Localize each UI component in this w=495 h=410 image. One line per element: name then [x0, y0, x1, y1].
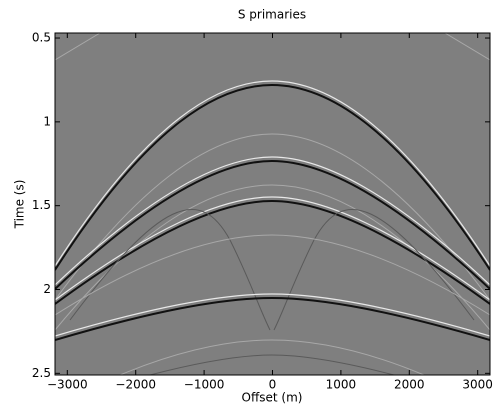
x-tick-label: 0 [269, 378, 277, 392]
y-tick-label: 1 [43, 114, 51, 128]
x-tick-label: −2000 [115, 378, 156, 392]
x-tick-label: 1000 [326, 378, 357, 392]
y-tick-label: 1.5 [32, 198, 51, 212]
seismic-events [55, 33, 490, 375]
plot-area [55, 33, 490, 375]
x-tick-label: 2000 [394, 378, 425, 392]
y-axis-label: Time (s) [13, 180, 27, 230]
x-tick-label: −1000 [184, 378, 225, 392]
y-tick-label: 0.5 [32, 31, 51, 45]
x-tick-label: −3000 [47, 378, 88, 392]
x-tick-label: 3000 [462, 378, 493, 392]
y-tick-label: 2 [43, 282, 51, 296]
x-axis-label: Offset (m) [242, 391, 303, 405]
y-tick-label: 2.5 [32, 366, 51, 380]
chart-title: S primaries [238, 8, 306, 22]
